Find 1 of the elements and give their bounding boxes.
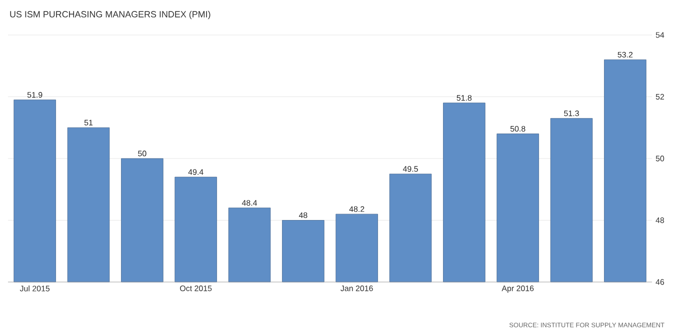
chart-title: US ISM PURCHASING MANAGERS INDEX (PMI): [10, 10, 210, 20]
